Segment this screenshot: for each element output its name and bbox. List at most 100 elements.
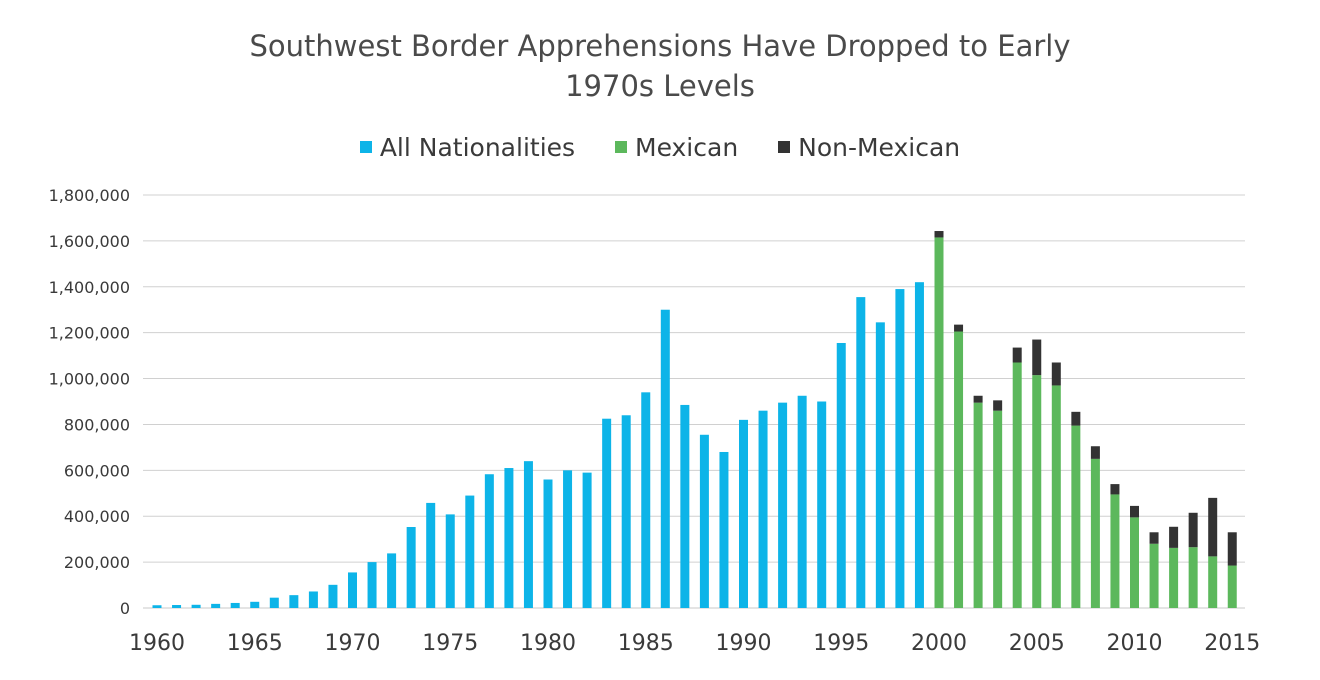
y-tick-label: 800,000 (64, 415, 130, 434)
bar-all-nationalities (445, 514, 455, 608)
bar-all-nationalities (739, 419, 748, 608)
x-tick-label: 2005 (1009, 631, 1065, 656)
x-tick-label: 1995 (813, 631, 869, 656)
legend-item-non-mexican: Non-Mexican (778, 133, 960, 162)
bar-all-nationalities (348, 572, 357, 608)
bar-all-nationalities (856, 297, 866, 608)
bar-all-nationalities (250, 601, 260, 608)
bar-mexican (1130, 517, 1139, 608)
legend-item-mexican: Mexican (615, 133, 738, 162)
x-tick-label: 1990 (716, 631, 772, 656)
bar-all-nationalities (308, 591, 318, 608)
y-tick-label: 1,800,000 (49, 186, 130, 205)
bar-all-nationalities (465, 495, 475, 608)
bar-all-nationalities (152, 605, 162, 608)
x-tick-label: 1960 (129, 631, 185, 656)
bar-all-nationalities (758, 410, 768, 608)
bar-all-nationalities (563, 470, 573, 608)
x-tick-label: 1970 (325, 631, 381, 656)
chart-legend: All Nationalities Mexican Non-Mexican (0, 130, 1320, 162)
legend-swatch-non-mexican (778, 141, 791, 153)
bar-all-nationalities (367, 562, 377, 608)
bar-all-nationalities (230, 602, 240, 608)
bar-all-nationalities (406, 527, 416, 608)
bar-all-nationalities (426, 502, 436, 608)
x-tick-label: 1985 (618, 631, 674, 656)
legend-swatch-all-nationalities (359, 141, 372, 153)
y-tick-label: 600,000 (64, 461, 130, 480)
y-axis-labels: 0 200,000 400,000 600,000 800,000 1,000,000 1,… (49, 186, 130, 618)
bar-mexican (1071, 425, 1081, 608)
bar-all-nationalities (699, 434, 709, 608)
bar-all-nationalities (191, 604, 201, 608)
chart-title-line-1: Southwest Border Apprehensions Have Drop… (249, 29, 1071, 63)
bar-all-nationalities (504, 468, 514, 608)
bar-mexican (1032, 375, 1042, 608)
bar-non-mexican (954, 324, 964, 332)
bar-all-nationalities (836, 342, 846, 608)
y-tick-label: 200,000 (64, 553, 130, 572)
x-tick-label: 1980 (520, 631, 576, 656)
bar-non-mexican (1090, 446, 1100, 459)
bar-non-mexican (1169, 526, 1179, 548)
bar-mexican (993, 410, 1003, 608)
bar-all-nationalities (523, 461, 533, 608)
bar-mexican (1208, 556, 1218, 608)
bar-all-nationalities (387, 553, 397, 608)
bar-non-mexican (1071, 411, 1081, 426)
bar-all-nationalities (778, 402, 788, 608)
bars (152, 231, 1237, 609)
bar-all-nationalities (328, 584, 338, 608)
bar-mexican (1051, 385, 1061, 608)
gridlines (143, 194, 1245, 609)
x-tick-label: 2015 (1204, 631, 1260, 656)
legend-label-mexican: Mexican (635, 132, 739, 162)
y-tick-label: 0 (120, 599, 130, 618)
bar-mexican (1090, 458, 1100, 608)
bar-mexican (934, 237, 944, 609)
bar-all-nationalities (621, 415, 631, 608)
bar-all-nationalities (582, 472, 592, 608)
bar-non-mexican (1051, 362, 1061, 386)
bar-all-nationalities (602, 418, 612, 608)
chart-title-line-2: 1970s Levels (565, 69, 755, 103)
bar-all-nationalities (641, 392, 651, 608)
bar-all-nationalities (719, 451, 729, 608)
bar-non-mexican (934, 231, 944, 238)
bar-non-mexican (1130, 505, 1139, 518)
bar-all-nationalities (211, 603, 221, 608)
bar-mexican (973, 402, 983, 608)
bar-all-nationalities (269, 597, 279, 608)
bar-all-nationalities (660, 309, 670, 608)
y-tick-label: 1,000,000 (49, 370, 130, 389)
bar-all-nationalities (895, 289, 905, 608)
bar-non-mexican (1032, 339, 1042, 376)
bar-mexican (1188, 547, 1198, 608)
y-tick-label: 1,400,000 (49, 278, 130, 297)
bar-mexican (1169, 547, 1179, 608)
bar-non-mexican (1227, 532, 1237, 566)
bar-all-nationalities (484, 474, 494, 608)
bar-non-mexican (1149, 532, 1159, 544)
bar-all-nationalities (875, 322, 885, 608)
x-axis-labels: 1960 1965 1970 1975 1980 1985 1990 1995 2000 2005… (129, 631, 1260, 656)
bar-all-nationalities (289, 595, 299, 608)
bar-mexican (954, 331, 964, 608)
bar-mexican (1110, 494, 1120, 608)
bar-mexican (1149, 543, 1159, 608)
y-tick-label: 400,000 (64, 507, 130, 526)
bar-all-nationalities (817, 401, 827, 608)
legend-swatch-mexican (615, 141, 627, 153)
chart-title: Southwest Border Apprehensions Have Drop… (0, 26, 1320, 106)
bar-all-nationalities (172, 605, 182, 608)
legend-label-non-mexican: Non-Mexican (798, 132, 961, 162)
x-tick-label: 1975 (422, 631, 478, 656)
x-tick-label: 2000 (911, 631, 967, 656)
bar-all-nationalities (797, 395, 807, 608)
y-tick-label: 1,600,000 (49, 232, 130, 251)
bar-non-mexican (1012, 347, 1022, 363)
bar-non-mexican (1188, 512, 1198, 548)
bar-non-mexican (1208, 497, 1218, 557)
x-tick-label: 2010 (1107, 631, 1163, 656)
